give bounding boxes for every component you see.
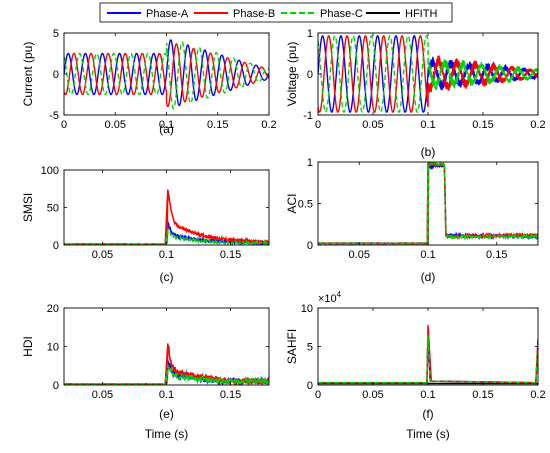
x-tick-label-b: 0.2 xyxy=(530,119,545,131)
legend-label-phase-b: Phase-B xyxy=(233,8,275,20)
panel-e-hdi: 0.05 0.1 0.15 0 10 20 HDI (e) Time (s) xyxy=(21,303,270,441)
panel-f-sahfi: 0 0.05 0.1 0.15 0.2 0 5 10 ×104 SAHFI (f) Time (s) xyxy=(285,290,546,441)
plot-area-e xyxy=(64,343,269,385)
panel-d-aci: 0.05 0.1 0.15 0 0.5 1 ACI (d) xyxy=(285,157,539,284)
x-tick-label-d: 0.1 xyxy=(420,249,435,261)
legend: Phase-A Phase-B Phase-C HFITH xyxy=(99,2,453,23)
x-tick-label-e: 0.15 xyxy=(220,389,241,401)
legend-label-hfith: HFITH xyxy=(405,8,437,20)
series-phase-c-line-a xyxy=(64,41,269,110)
y-tick-label-e: 0 xyxy=(53,380,59,392)
y-axis-label-e: HDI xyxy=(21,336,35,357)
panel-label-d: (d) xyxy=(421,270,436,284)
x-axis-label-e: Time (s) xyxy=(145,427,189,441)
legend-label-phase-c: Phase-C xyxy=(320,8,363,20)
series-phase-c-line-b xyxy=(318,35,538,113)
y-tick-label-f: 10 xyxy=(301,303,313,315)
panel-label-f: (f) xyxy=(422,407,433,421)
series-phase-b-line-a xyxy=(64,43,269,108)
x-tick-label-f: 0 xyxy=(315,389,321,401)
y-tick-label-b: 0 xyxy=(307,69,313,81)
y-tick-label-c: 100 xyxy=(41,165,59,177)
x-tick-label-b: 0 xyxy=(315,119,321,131)
plot-area-a xyxy=(64,39,269,110)
panel-label-c: (c) xyxy=(160,270,174,284)
y-tick-label-c: 0 xyxy=(53,240,59,252)
legend-label-phase-a: Phase-A xyxy=(146,8,189,20)
x-tick-label-f: 0.1 xyxy=(420,389,435,401)
series-phase-c-line-f xyxy=(318,334,538,384)
series-phase-a-line-b xyxy=(318,35,538,113)
series-phase-c-line-d xyxy=(318,162,538,245)
x-tick-label-b: 0.05 xyxy=(362,119,383,131)
x-tick-label-d: 0.05 xyxy=(349,249,370,261)
x-tick-label-e: 0.1 xyxy=(159,389,174,401)
legend-box xyxy=(99,2,453,23)
series-phase-c-line-e xyxy=(64,364,269,385)
plot-area-b xyxy=(318,35,538,113)
y-tick-label-e: 10 xyxy=(47,342,59,354)
x-tick-label-b: 0.15 xyxy=(472,119,493,131)
x-tick-label-f: 0.2 xyxy=(530,389,545,401)
y-tick-label-c: 50 xyxy=(47,203,59,215)
x-tick-label-a: 0.2 xyxy=(261,119,276,131)
y-axis-label-c: SMSI xyxy=(21,193,35,222)
y-tick-label-d: 1 xyxy=(307,157,313,169)
x-tick-label-d: 0.15 xyxy=(486,249,507,261)
x-tick-label-f: 0.05 xyxy=(362,389,383,401)
x-tick-label-a: 0.1 xyxy=(159,119,174,131)
panel-label-b: (b) xyxy=(421,145,436,159)
panel-label-a: (a) xyxy=(159,122,174,136)
y-tick-label-a: 0 xyxy=(53,69,59,81)
x-tick-label-c: 0.05 xyxy=(92,249,113,261)
x-tick-label-a: 0.05 xyxy=(105,119,126,131)
x-tick-label-f: 0.15 xyxy=(472,389,493,401)
y-axis-label-b: Voltage (pu) xyxy=(285,42,299,107)
y-axis-label-a: Current (pu) xyxy=(21,42,35,107)
x-tick-label-a: 0.15 xyxy=(207,119,228,131)
plot-area-c xyxy=(64,189,269,245)
y-tick-label-f: 0 xyxy=(307,380,313,392)
y-tick-label-a: 5 xyxy=(53,28,59,40)
y-axis-label-d: ACI xyxy=(285,193,299,213)
x-axis-label-f: Time (s) xyxy=(406,427,450,441)
series-phase-b-line-b xyxy=(318,35,538,113)
y-axis-label-f: SAHFI xyxy=(285,329,299,364)
y-tick-label-d: 0 xyxy=(307,240,313,252)
y-tick-label-e: 20 xyxy=(47,303,59,315)
y-tick-label-a: -5 xyxy=(49,110,59,122)
x-tick-label-c: 0.15 xyxy=(220,249,241,261)
y-tick-label-f: 5 xyxy=(307,342,313,354)
y-tick-label-b: 1 xyxy=(307,28,313,40)
panel-label-e: (e) xyxy=(159,407,174,421)
y-tick-label-b: -1 xyxy=(303,110,313,122)
plot-area-f xyxy=(318,324,538,385)
series-phase-a-line-a xyxy=(64,39,269,107)
x-tick-label-e: 0.05 xyxy=(92,389,113,401)
series-phase-c-line-c xyxy=(64,228,269,245)
panel-c-smsi: 0.05 0.1 0.15 0 50 100 SMSI (c) xyxy=(21,165,270,284)
y-tick-label-d: 0.5 xyxy=(298,199,313,211)
x-tick-label-a: 0 xyxy=(61,119,67,131)
x-tick-label-c: 0.1 xyxy=(159,249,174,261)
x-tick-label-b: 0.1 xyxy=(420,119,435,131)
y-multiplier-f: ×104 xyxy=(318,290,342,305)
plot-area-d xyxy=(318,162,538,245)
